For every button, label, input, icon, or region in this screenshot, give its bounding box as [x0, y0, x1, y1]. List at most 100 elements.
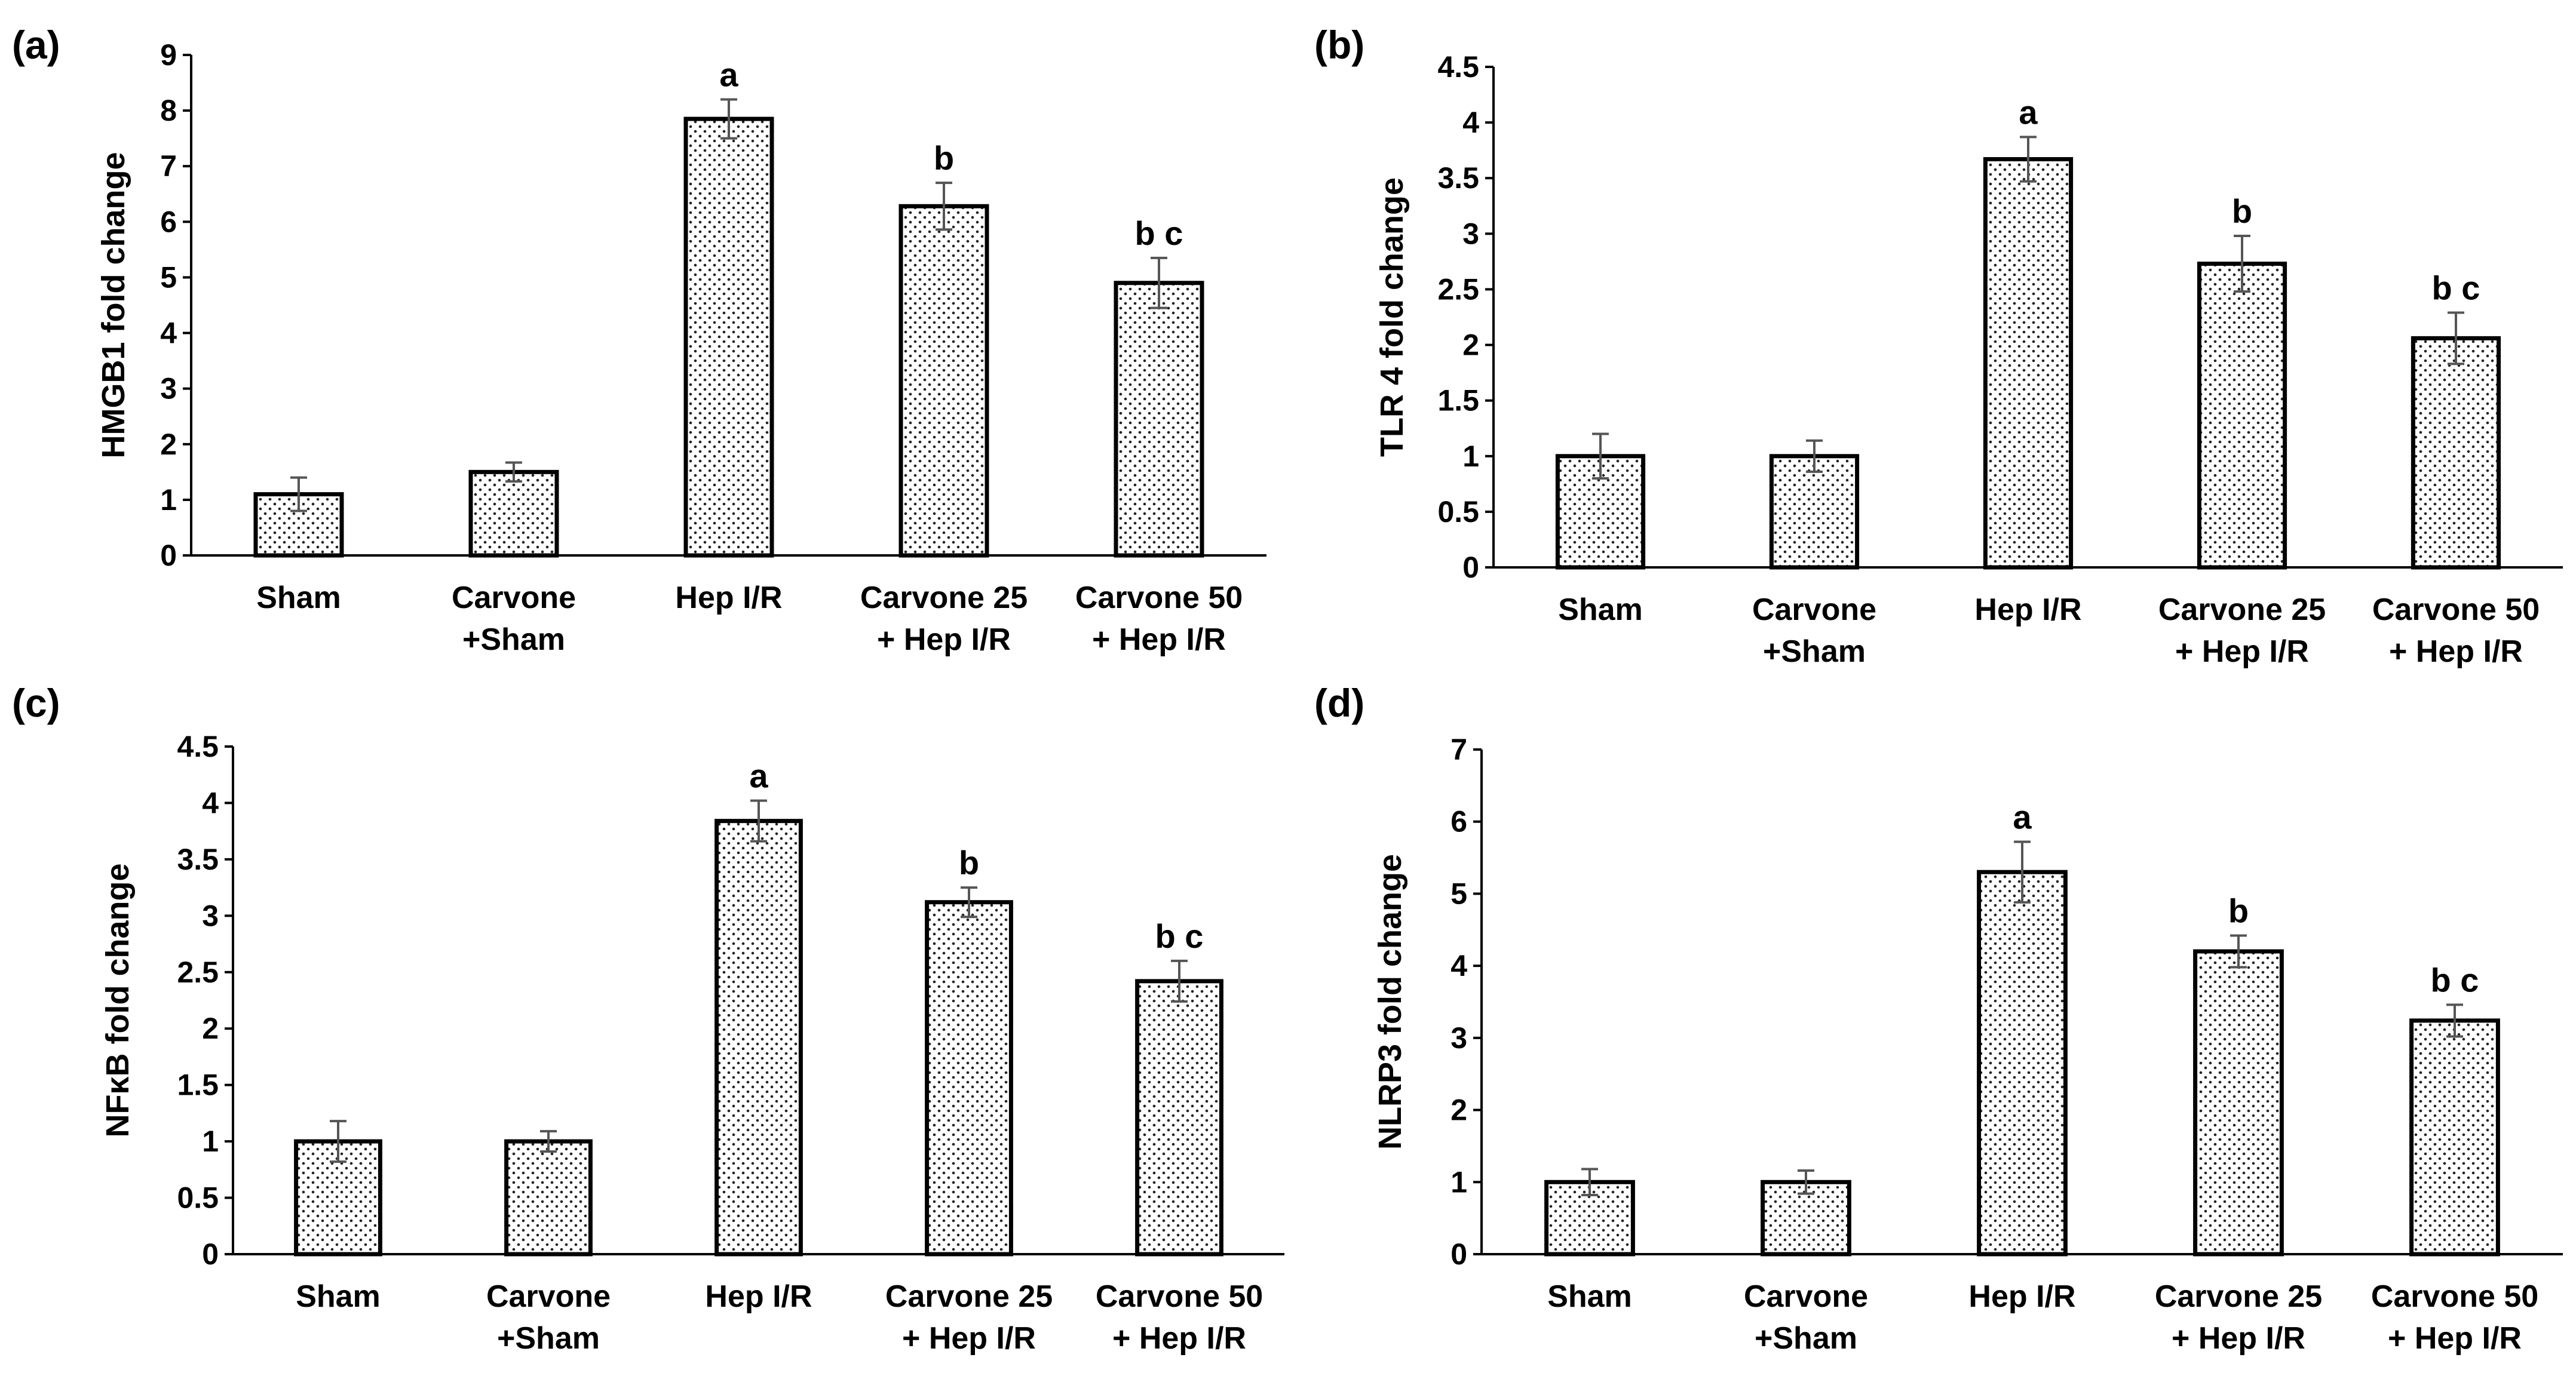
x-category-label: + Hep I/R — [1092, 622, 1226, 657]
panel-label: (b) — [1314, 23, 1364, 67]
y-tick-label: 3 — [202, 899, 219, 932]
significance-label: b c — [1155, 917, 1204, 955]
significance-label: a — [749, 757, 768, 795]
y-tick-label: 1 — [1462, 440, 1479, 473]
x-category-label: Carvone 50 — [1096, 1279, 1263, 1314]
x-category-label: + Hep I/R — [2389, 634, 2523, 669]
x-category-label: + Hep I/R — [2172, 1321, 2305, 1356]
x-category-label: Carvone 25 — [2155, 1279, 2322, 1314]
y-tick-label: 7 — [160, 149, 177, 183]
x-category-label: + Hep I/R — [902, 1321, 1036, 1356]
significance-label: b c — [2432, 269, 2480, 307]
y-tick-label: 9 — [160, 38, 177, 72]
y-tick-label: 4 — [1450, 949, 1467, 982]
bar — [468, 469, 559, 558]
x-category-label: Sham — [1547, 1279, 1632, 1314]
y-axis-title: HMGB1 fold change — [96, 152, 131, 458]
y-tick-label: 0 — [1462, 551, 1479, 584]
x-category-label: Carvone — [1744, 1279, 1868, 1314]
y-tick-label: 3.5 — [177, 843, 219, 876]
x-category-label: Carvone 50 — [1075, 581, 1243, 615]
x-category-label: Carvone 25 — [885, 1279, 1053, 1314]
x-category-label: Hep I/R — [705, 1279, 812, 1314]
x-category-label: +Sham — [1763, 634, 1866, 669]
bar — [898, 204, 989, 558]
y-tick-label: 4.5 — [177, 730, 219, 763]
significance-label: b c — [1135, 214, 1183, 252]
y-tick-label: 8 — [160, 94, 177, 127]
y-tick-label: 2 — [160, 428, 177, 461]
bar — [683, 116, 774, 558]
y-tick-label: 0 — [202, 1237, 219, 1271]
x-category-label: + Hep I/R — [1112, 1321, 1246, 1356]
bar — [504, 1139, 593, 1257]
x-category-label: Carvone 25 — [2158, 592, 2326, 627]
bar — [1983, 157, 2074, 570]
significance-label: b — [2232, 192, 2252, 230]
y-tick-label: 3 — [1462, 217, 1479, 250]
y-tick-label: 4 — [160, 317, 177, 350]
chart-panel-4: (d) NLRP3 fold change 0 1 2 3 4 5 6 7 Sham Carvone +… — [1314, 681, 2563, 1356]
bar — [1769, 454, 1860, 570]
x-category-label: +Sham — [497, 1321, 600, 1356]
significance-label: b — [959, 844, 979, 882]
significance-label: b — [2228, 892, 2249, 929]
x-category-label: +Sham — [462, 622, 565, 657]
y-tick-label: 2.5 — [1437, 272, 1479, 306]
bar — [714, 819, 803, 1257]
x-category-label: Sham — [1558, 592, 1643, 627]
y-axis-title: NFκB fold change — [100, 863, 136, 1137]
x-category-label: + Hep I/R — [2175, 634, 2309, 669]
panel-label: (c) — [12, 681, 60, 725]
x-category-label: Sham — [256, 581, 341, 615]
significance-label: a — [2019, 93, 2038, 131]
y-tick-label: 2 — [202, 1012, 219, 1045]
y-tick-label: 3 — [160, 372, 177, 406]
chart-panel-3: (c) NFκB fold change 0 0.5 1 1.5 2 2.5 3 3.5 4 4.5 S… — [12, 681, 1284, 1356]
y-tick-label: 2 — [1462, 328, 1479, 362]
bar — [1977, 870, 2068, 1257]
y-tick-label: 6 — [160, 205, 177, 238]
x-category-label: Hep I/R — [1968, 1279, 2075, 1314]
x-category-label: Hep I/R — [675, 581, 782, 615]
x-category-label: Carvone 50 — [2371, 1279, 2538, 1314]
bar — [294, 1139, 382, 1257]
bar — [2197, 262, 2287, 570]
chart-panel-2: (b) TLR 4 fold change 0 0.5 1 1.5 2 2.5 3 3.5 4 4.5… — [1314, 23, 2563, 669]
x-category-label: Carvone — [452, 581, 576, 615]
x-category-label: + Hep I/R — [877, 622, 1011, 657]
x-category-label: +Sham — [1755, 1321, 1857, 1356]
bar — [2411, 336, 2501, 570]
y-tick-label: 0.5 — [1437, 495, 1479, 529]
y-tick-label: 1 — [160, 483, 177, 517]
y-tick-label: 3.5 — [1437, 161, 1479, 195]
x-category-label: Carvone 50 — [2372, 592, 2540, 627]
bar — [2193, 949, 2284, 1257]
y-tick-label: 6 — [1450, 805, 1467, 839]
bar — [1114, 281, 1204, 558]
x-category-label: Sham — [296, 1279, 381, 1314]
x-category-label: Hep I/R — [1974, 592, 2081, 627]
significance-label: b — [934, 139, 954, 177]
y-axis-title: NLRP3 fold change — [1372, 854, 1408, 1150]
y-tick-label: 1 — [1450, 1165, 1467, 1199]
y-tick-label: 4.5 — [1437, 50, 1479, 84]
significance-label: a — [2013, 798, 2032, 836]
panel-label: (a) — [12, 23, 60, 67]
y-tick-label: 7 — [1450, 733, 1467, 766]
x-category-label: Carvone — [1752, 592, 1876, 627]
x-category-label: + Hep I/R — [2388, 1321, 2522, 1356]
y-tick-label: 1.5 — [177, 1068, 219, 1102]
x-category-label: Carvone — [486, 1279, 611, 1314]
y-axis-title: TLR 4 fold change — [1374, 177, 1410, 457]
bar — [2409, 1018, 2500, 1257]
y-tick-label: 1 — [202, 1125, 219, 1158]
chart-panel-1: (a) HMGB1 fold change 0 1 2 3 4 5 6 7 8 9 Sham Carvon… — [12, 23, 1266, 657]
y-tick-label: 5 — [1450, 877, 1467, 910]
y-tick-label: 5 — [160, 260, 177, 294]
panel-label: (d) — [1314, 681, 1364, 725]
significance-label: a — [719, 56, 738, 93]
y-tick-label: 3 — [1450, 1021, 1467, 1055]
y-tick-label: 1.5 — [1437, 384, 1479, 417]
